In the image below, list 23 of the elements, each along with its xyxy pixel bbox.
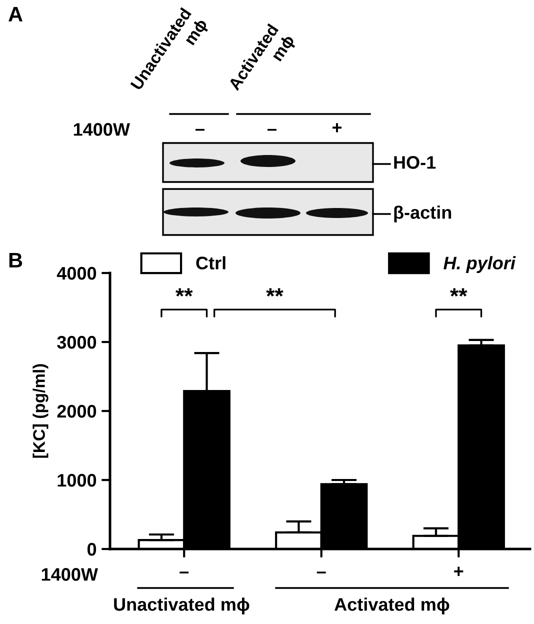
- x-tick-label: +: [454, 566, 464, 576]
- text: Unactivated mϕ: [114, 598, 250, 614]
- text: 1400W: [74, 123, 130, 136]
- text: 1400W: [42, 568, 98, 581]
- annotation: **: [176, 288, 193, 297]
- legend-label: Ctrl: [196, 256, 226, 270]
- text: –: [196, 128, 204, 131]
- y-tick-label: 1000: [58, 474, 96, 487]
- text: Activated mϕ: [334, 598, 450, 614]
- text: HO-1: [394, 156, 436, 169]
- y-tick-label: 2000: [57, 404, 96, 418]
- text: –: [268, 128, 276, 131]
- y-tick-label: 4000: [56, 266, 96, 280]
- text: +: [332, 123, 342, 132]
- legend-label: H. pylori: [444, 256, 516, 274]
- annotation: **: [266, 288, 284, 297]
- y-axis-title: [KC] (pg/ml): [32, 364, 48, 458]
- y-tick-label: 3000: [57, 336, 96, 349]
- y-tick-label: 0: [87, 542, 96, 556]
- text: β-actin: [394, 206, 452, 222]
- text: A: [8, 7, 22, 22]
- annotation: **: [450, 288, 468, 297]
- chart-title: B: [9, 253, 22, 268]
